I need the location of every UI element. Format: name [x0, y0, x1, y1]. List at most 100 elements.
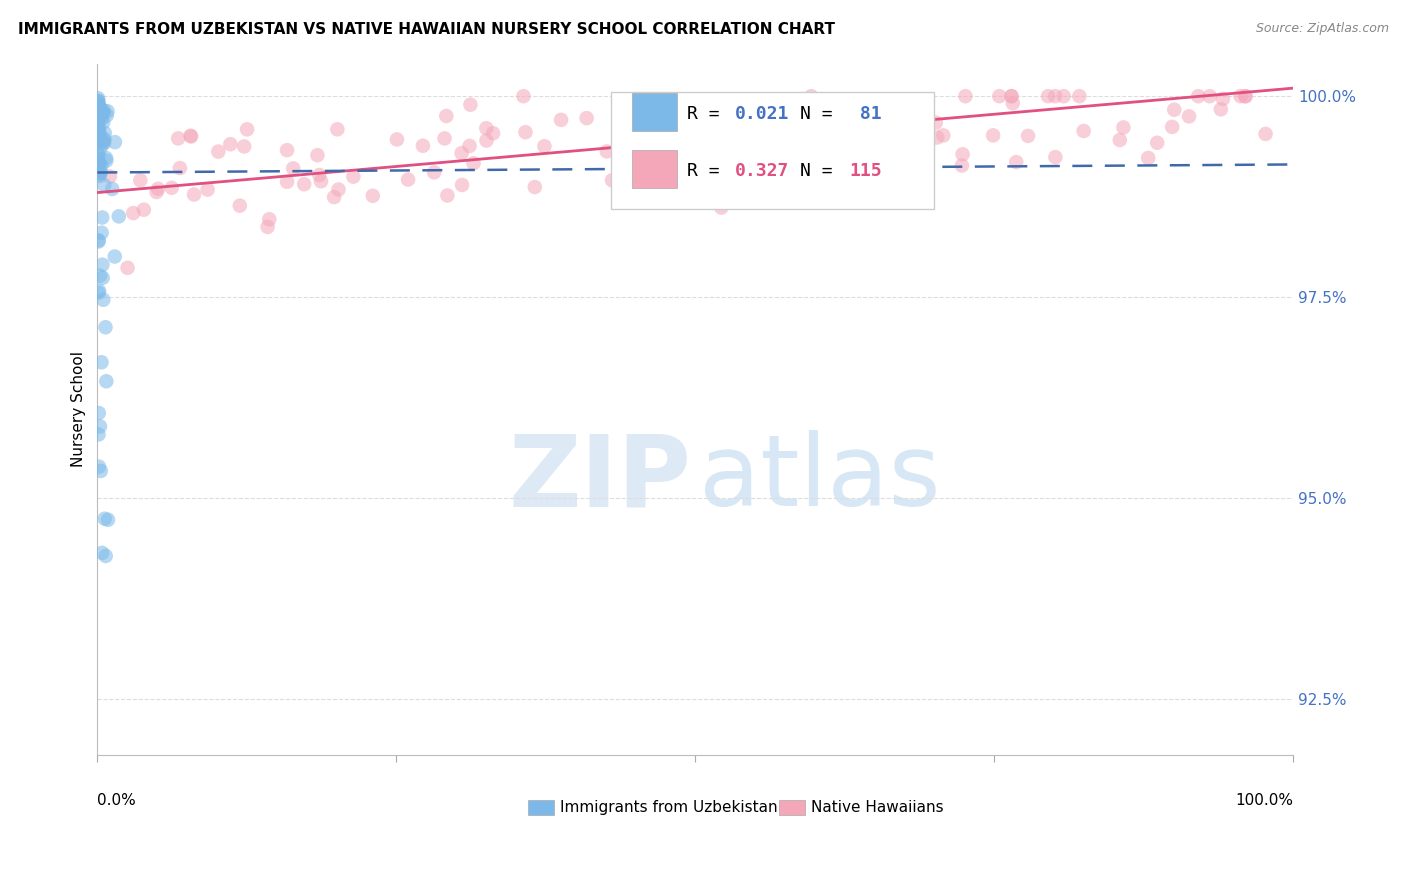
- Point: [450, 146, 472, 161]
- Point: [1209, 103, 1232, 117]
- Point: [988, 89, 1011, 103]
- Point: [309, 174, 332, 188]
- Point: [952, 147, 974, 161]
- Point: [93, 136, 115, 151]
- Point: [259, 212, 281, 227]
- Point: [87, 96, 110, 111]
- Text: 115: 115: [849, 162, 882, 180]
- Point: [87, 98, 110, 112]
- Point: [396, 172, 419, 186]
- Point: [451, 178, 474, 192]
- Text: 100.0%: 100.0%: [1234, 793, 1294, 808]
- Point: [754, 115, 776, 129]
- Point: [482, 126, 505, 140]
- Point: [107, 210, 129, 224]
- Point: [180, 128, 202, 143]
- Point: [1234, 89, 1257, 103]
- Point: [91, 293, 114, 307]
- Bar: [779, 800, 806, 815]
- Point: [97, 513, 120, 527]
- Point: [827, 164, 849, 178]
- Point: [219, 137, 242, 152]
- Point: [93, 512, 115, 526]
- Point: [129, 173, 152, 187]
- Point: [89, 158, 111, 172]
- Point: [707, 181, 730, 195]
- Point: [1069, 89, 1091, 103]
- Point: [122, 206, 145, 220]
- Point: [697, 136, 720, 151]
- Point: [1146, 136, 1168, 150]
- Point: [90, 107, 112, 121]
- Point: [925, 115, 948, 129]
- Point: [90, 226, 112, 240]
- Point: [98, 169, 121, 184]
- Point: [104, 250, 127, 264]
- Point: [276, 143, 298, 157]
- Point: [648, 164, 671, 178]
- Point: [307, 148, 329, 162]
- Point: [342, 169, 364, 184]
- Point: [87, 99, 110, 113]
- Point: [91, 211, 114, 225]
- Point: [1000, 89, 1022, 103]
- Point: [236, 122, 259, 136]
- Point: [160, 181, 183, 195]
- Point: [523, 180, 546, 194]
- Point: [1254, 127, 1277, 141]
- Point: [1017, 128, 1039, 143]
- Point: [89, 268, 111, 283]
- Point: [91, 258, 114, 272]
- Point: [91, 105, 114, 120]
- Point: [673, 135, 696, 149]
- Point: [87, 123, 110, 137]
- Point: [93, 178, 115, 193]
- Point: [87, 103, 110, 117]
- Point: [927, 130, 949, 145]
- Point: [1112, 120, 1135, 135]
- Point: [423, 165, 446, 179]
- Point: [600, 173, 623, 187]
- Point: [89, 156, 111, 170]
- Point: [460, 97, 482, 112]
- Text: IMMIGRANTS FROM UZBEKISTAN VS NATIVE HAWAIIAN NURSERY SCHOOL CORRELATION CHART: IMMIGRANTS FROM UZBEKISTAN VS NATIVE HAW…: [18, 22, 835, 37]
- Point: [1073, 124, 1095, 138]
- Point: [1234, 89, 1257, 103]
- Point: [87, 147, 110, 161]
- Point: [256, 219, 278, 234]
- Text: 81: 81: [849, 105, 882, 123]
- Point: [813, 129, 835, 144]
- Point: [1137, 151, 1160, 165]
- Point: [90, 159, 112, 173]
- Point: [1108, 133, 1130, 147]
- Point: [87, 127, 110, 141]
- Point: [1053, 89, 1076, 103]
- Point: [197, 183, 219, 197]
- Point: [328, 182, 350, 196]
- Point: [90, 464, 112, 478]
- Point: [87, 91, 110, 105]
- Point: [690, 113, 713, 128]
- Point: [87, 111, 110, 125]
- Text: atlas: atlas: [699, 430, 941, 527]
- Point: [96, 153, 118, 168]
- Point: [550, 112, 572, 127]
- Point: [981, 128, 1004, 143]
- Bar: [527, 800, 554, 815]
- Point: [434, 109, 457, 123]
- Text: R =: R =: [686, 105, 730, 123]
- Point: [89, 105, 111, 120]
- Point: [89, 169, 111, 183]
- Point: [630, 137, 652, 152]
- Text: N =: N =: [800, 162, 844, 180]
- Point: [132, 202, 155, 217]
- Point: [596, 145, 619, 159]
- Point: [463, 156, 485, 170]
- Point: [898, 149, 921, 163]
- Point: [87, 134, 110, 148]
- Point: [610, 98, 633, 112]
- Point: [90, 112, 112, 126]
- Point: [955, 89, 977, 103]
- Point: [87, 406, 110, 420]
- Point: [90, 165, 112, 179]
